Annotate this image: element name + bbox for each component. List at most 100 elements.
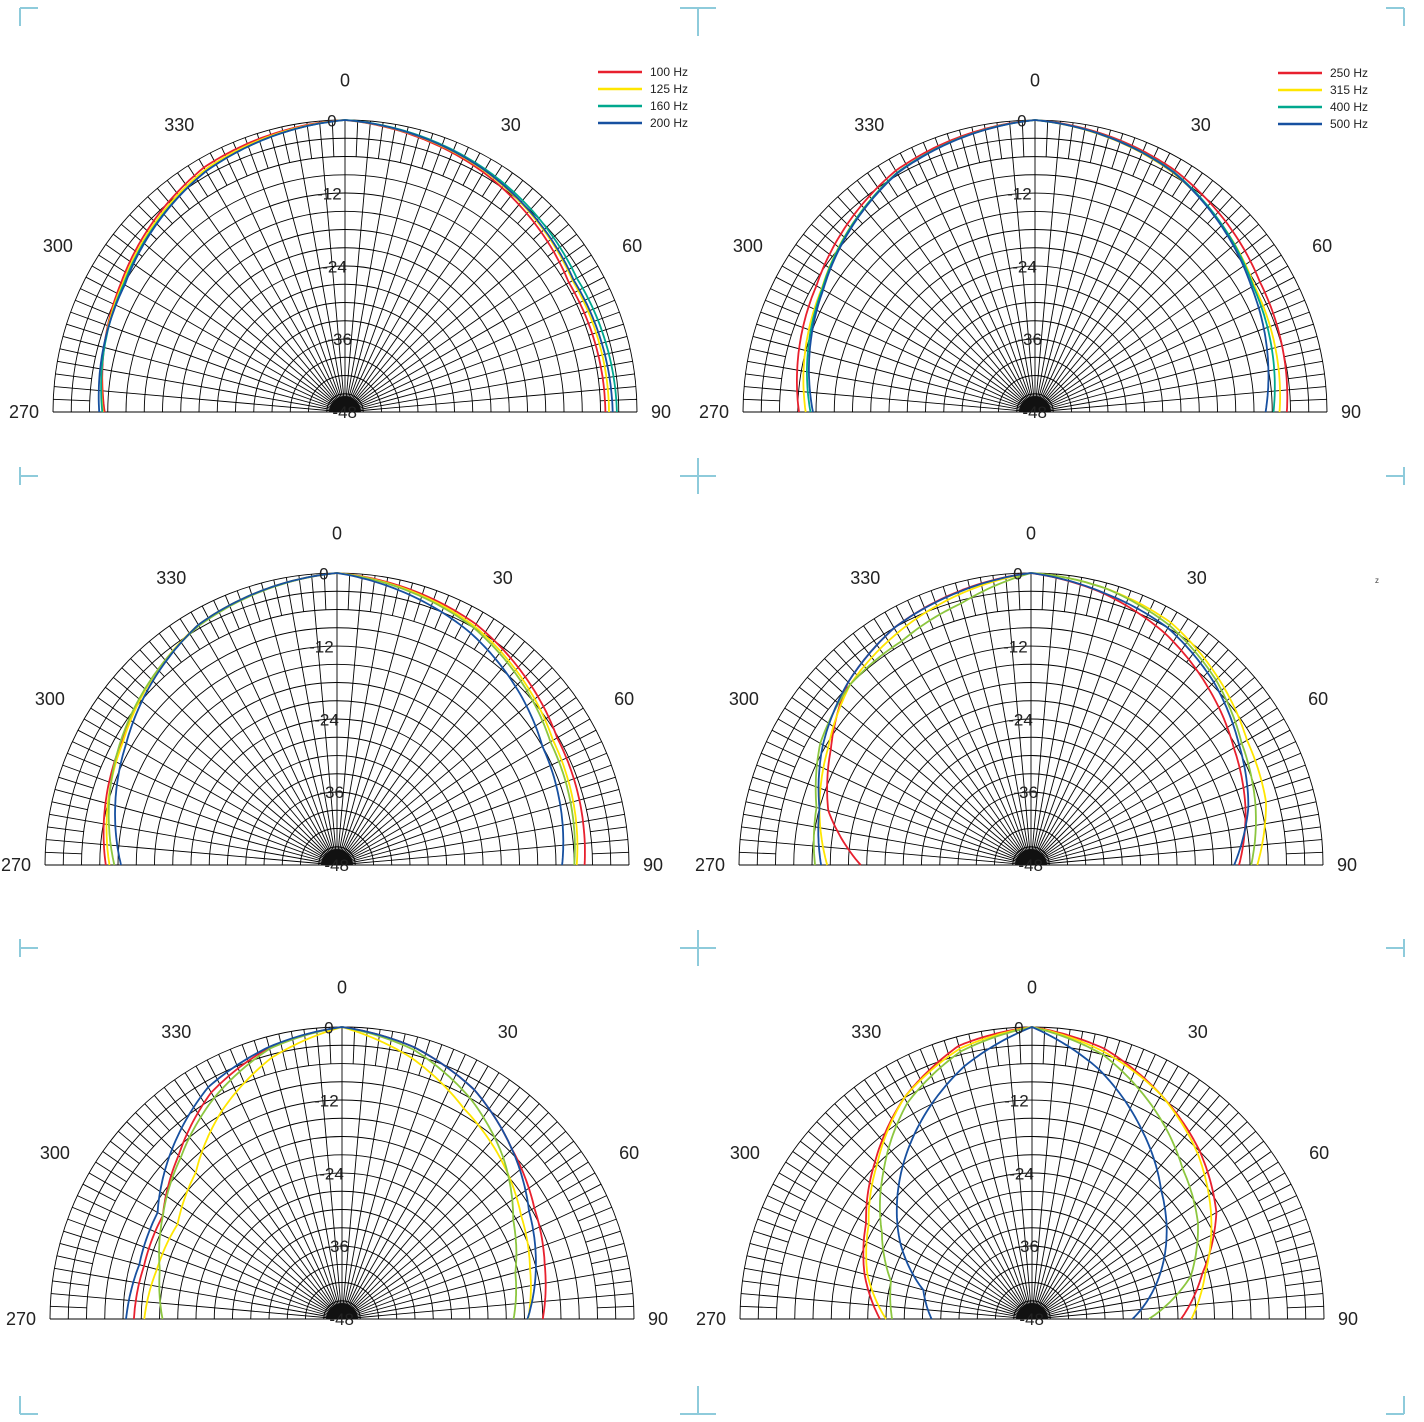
angle-tick-label: 90 [651, 402, 671, 422]
series-line [97, 119, 614, 413]
angle-tick-label: 30 [1188, 1022, 1208, 1042]
grid-ring [162, 229, 528, 413]
radial-tick-label: -48 [324, 856, 349, 875]
grid-ring [323, 1300, 361, 1320]
radial-tick-label: -12 [1007, 185, 1032, 204]
grid-ring [117, 645, 557, 866]
grid-ring [180, 247, 510, 413]
grid-ring [815, 192, 1255, 413]
legend-label: 125 Hz [650, 82, 688, 96]
grid-center [329, 396, 361, 412]
grid-center [1015, 849, 1047, 865]
crop-mark [1386, 1396, 1405, 1415]
polar-chart-5: 270 300 330 0 30 60 90 0 -12 -24 -36 -48 [6, 977, 668, 1329]
series-line [895, 1026, 1168, 1320]
polar-grid [52, 119, 638, 413]
angle-tick-label: 30 [498, 1022, 518, 1042]
radial-tick-label: -24 [314, 710, 339, 729]
grid-ring [760, 137, 1310, 413]
grid-ring [957, 791, 1105, 866]
stray-glyph: z [1375, 576, 1379, 585]
radial-tick-label: 0 [1017, 112, 1026, 131]
grid-ring [81, 609, 593, 866]
series-line [125, 1026, 537, 1320]
angle-tick-label: 270 [6, 1309, 36, 1329]
grid-ring [62, 590, 612, 866]
legend: 250 Hz 315 Hz 400 Hz 500 Hz [1278, 66, 1368, 131]
grid-ring [975, 809, 1087, 866]
grid-ring [140, 1117, 544, 1320]
radial-tick-label: -36 [1014, 1237, 1039, 1256]
radial-tick-label: -24 [1008, 710, 1033, 729]
polar-chart-2: 270 300 330 0 30 60 90 0 -12 -24 -36 -48 250 Hz 315 H… [699, 66, 1368, 422]
radial-tick-label: -48 [332, 403, 357, 422]
polar-grid [738, 572, 1324, 866]
crop-mark [19, 7, 38, 26]
legend-label: 500 Hz [1330, 117, 1368, 131]
angle-tick-label: 0 [1030, 70, 1040, 90]
radial-tick-label: -12 [1003, 638, 1028, 657]
grid-ring [776, 1063, 1288, 1320]
radial-tick-label: -12 [314, 1092, 339, 1111]
radial-tick-label: 0 [1014, 1019, 1023, 1038]
grid-ring [195, 1172, 489, 1320]
angle-tick-label: 60 [1312, 236, 1332, 256]
grid-ring [250, 1227, 434, 1320]
grid-ring [779, 156, 1291, 413]
grid-ring [125, 192, 565, 413]
angle-tick-label: 270 [9, 402, 39, 422]
radial-tick-label: -36 [327, 330, 352, 349]
angle-tick-label: 0 [337, 977, 347, 997]
grid-ring [849, 1136, 1215, 1320]
series-line [114, 572, 565, 866]
legend: 100 Hz 125 Hz 160 Hz 200 Hz [598, 65, 688, 130]
grid-ring [235, 302, 455, 413]
radial-tick-label: 0 [324, 1019, 333, 1038]
crop-mark [680, 458, 716, 494]
grid-ring [867, 1154, 1197, 1320]
series-line [817, 572, 1250, 866]
radial-tick-label: 0 [319, 565, 328, 584]
angle-tick-label: 300 [729, 689, 759, 709]
crop-mark [1386, 939, 1405, 957]
grid-ring [848, 682, 1214, 866]
grid-ring [289, 356, 401, 413]
grid-ring [902, 736, 1160, 866]
angle-tick-label: 300 [733, 236, 763, 256]
crop-mark [680, 930, 716, 966]
grid-ring [70, 137, 620, 413]
angle-tick-label: 330 [161, 1022, 191, 1042]
grid-ring [794, 1081, 1270, 1320]
grid-ring [979, 356, 1091, 413]
grid-ring [190, 718, 484, 866]
angle-tick-label: 30 [493, 568, 513, 588]
radial-tick-label: -12 [317, 185, 342, 204]
grid-ring [976, 1263, 1088, 1320]
polar-chart-4: 270 300 330 0 30 60 90 0 -12 -24 -36 -48 [695, 523, 1357, 875]
radial-tick-label: -36 [319, 783, 344, 802]
angle-tick-label: 90 [1338, 1309, 1358, 1329]
angle-tick-label: 330 [156, 568, 186, 588]
radial-tick-label: -48 [1022, 403, 1047, 422]
polar-grid [44, 572, 630, 866]
grid-ring [86, 1063, 598, 1320]
grid-ring [281, 809, 393, 866]
series-line [808, 119, 1270, 413]
grid-ring [1013, 1300, 1051, 1320]
grid-ring [245, 773, 429, 866]
grid-ring [263, 791, 411, 866]
grid-ring [830, 1117, 1234, 1320]
angle-tick-label: 60 [1309, 1143, 1329, 1163]
polar-grid [742, 119, 1328, 413]
angle-tick-label: 330 [850, 568, 880, 588]
radial-tick-label: -48 [1019, 1310, 1044, 1329]
radial-tick-label: -36 [1013, 783, 1038, 802]
angle-tick-label: 270 [1, 855, 31, 875]
grid-ring [829, 663, 1233, 866]
grid-ring [884, 718, 1178, 866]
crop-mark [19, 1396, 38, 1415]
angle-tick-label: 60 [622, 236, 642, 256]
grid-ring [177, 1154, 507, 1320]
radial-tick-label: -12 [1004, 1092, 1029, 1111]
